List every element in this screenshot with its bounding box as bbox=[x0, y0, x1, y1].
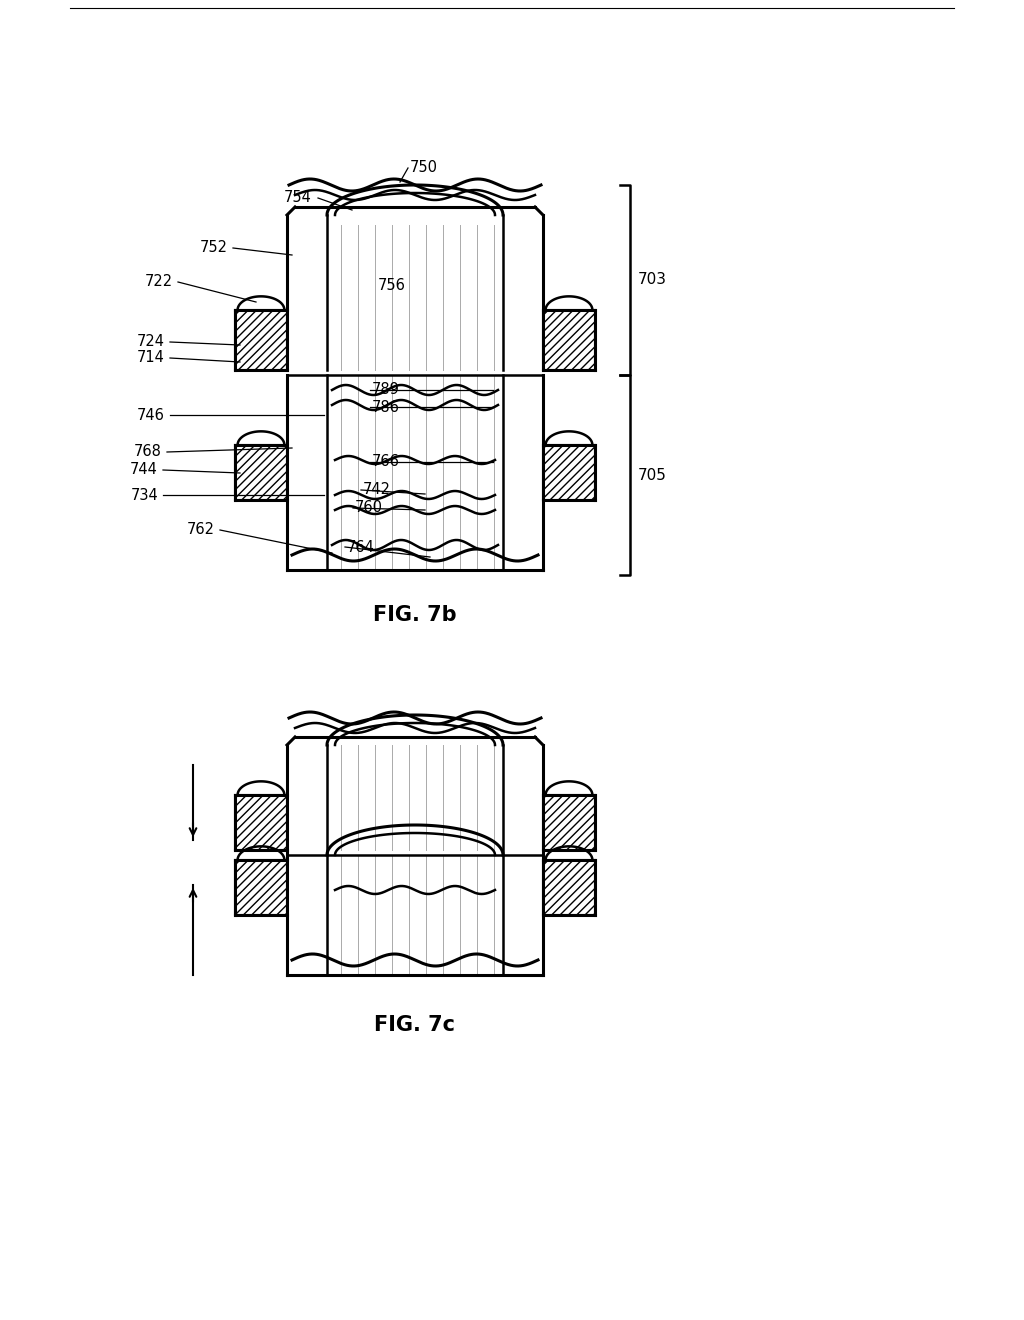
Text: 766: 766 bbox=[372, 454, 400, 470]
Text: 744: 744 bbox=[130, 462, 158, 478]
Text: 705: 705 bbox=[638, 467, 667, 483]
Polygon shape bbox=[543, 795, 595, 850]
Text: FIG. 7c: FIG. 7c bbox=[375, 1015, 456, 1035]
Text: 789: 789 bbox=[372, 383, 400, 397]
Text: 762: 762 bbox=[187, 523, 215, 537]
Text: 756: 756 bbox=[378, 277, 406, 293]
Text: 734: 734 bbox=[130, 487, 158, 503]
Text: 750: 750 bbox=[410, 161, 438, 176]
Polygon shape bbox=[543, 445, 595, 500]
Polygon shape bbox=[234, 310, 287, 370]
Polygon shape bbox=[234, 795, 287, 850]
Polygon shape bbox=[543, 861, 595, 915]
Text: 760: 760 bbox=[355, 500, 383, 516]
Text: 724: 724 bbox=[137, 334, 165, 350]
Text: 754: 754 bbox=[284, 190, 312, 206]
Text: 768: 768 bbox=[134, 445, 162, 459]
Text: 714: 714 bbox=[137, 351, 165, 366]
Text: 722: 722 bbox=[144, 275, 173, 289]
Polygon shape bbox=[234, 861, 287, 915]
Polygon shape bbox=[543, 310, 595, 370]
Text: 742: 742 bbox=[362, 483, 391, 498]
Text: 764: 764 bbox=[347, 540, 375, 554]
Text: 752: 752 bbox=[200, 240, 228, 256]
Text: FIG. 7b: FIG. 7b bbox=[373, 605, 457, 624]
Polygon shape bbox=[234, 445, 287, 500]
Text: 703: 703 bbox=[638, 272, 667, 288]
Text: 786: 786 bbox=[372, 400, 400, 414]
Text: 746: 746 bbox=[137, 408, 165, 422]
